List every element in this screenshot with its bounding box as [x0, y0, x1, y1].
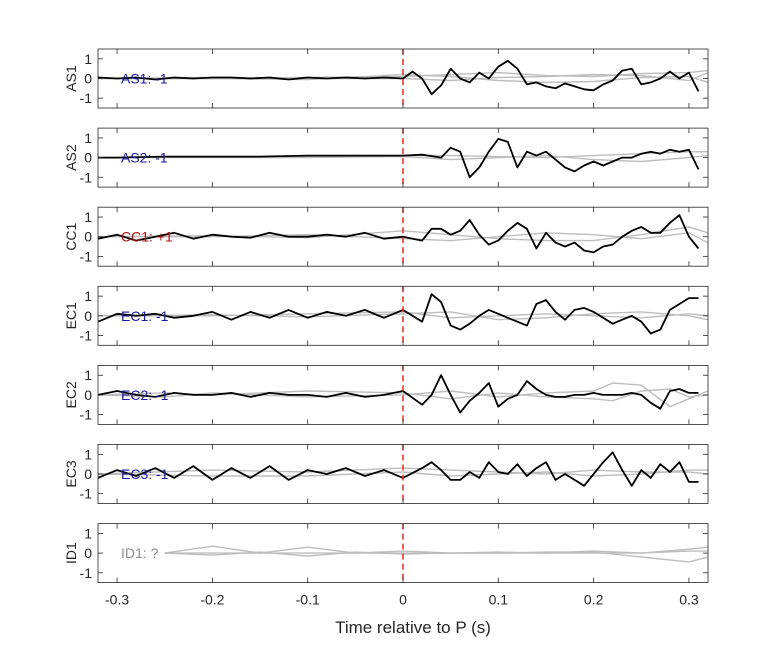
panel-ylabel: CC1	[63, 222, 79, 250]
y-tick-label: 0	[84, 545, 92, 561]
y-tick-label: -1	[80, 90, 93, 106]
panel-ec3: -1 0 1 EC3 EC3: -1	[63, 444, 709, 504]
y-tick-label: -1	[80, 565, 93, 581]
y-tick-label: 1	[84, 525, 92, 541]
background-trace-2	[98, 469, 708, 477]
panel-ec2: -1 0 1 EC2 EC2: -1	[63, 364, 709, 425]
y-tick-label: 0	[84, 150, 92, 166]
x-tick-label: -0.2	[200, 592, 224, 608]
panels-group: -1 0 1 AS1 AS1: -1 -1 0 1 AS2 AS2: -1 -1 0 1 CC1 CC1: …	[63, 48, 709, 583]
y-tick-label: 1	[84, 130, 92, 146]
panel-as2: -1 0 1 AS2 AS2: -1	[63, 127, 709, 188]
waveform-trace	[98, 59, 700, 96]
background-trace-2	[98, 388, 708, 402]
waveform-trace	[98, 374, 699, 414]
x-tick-label: 0.1	[489, 592, 509, 608]
polarity-label: AS2: -1	[121, 150, 168, 166]
y-tick-label: 0	[84, 387, 92, 403]
x-tick-label: 0.2	[584, 592, 604, 608]
y-tick-label: 0	[84, 71, 92, 87]
background-trace-2	[98, 154, 708, 163]
y-tick-label: 1	[84, 209, 92, 225]
y-tick-label: 1	[84, 288, 92, 304]
panel-ylabel: AS1	[63, 65, 79, 92]
panel-ylabel: EC3	[63, 460, 79, 487]
y-tick-label: -1	[80, 407, 93, 423]
y-tick-label: 1	[84, 51, 92, 67]
waveform-trace	[98, 214, 700, 254]
y-tick-label: -1	[80, 169, 93, 185]
x-tick-label: 0.3	[679, 592, 699, 608]
panel-cc1: -1 0 1 CC1 CC1: +1	[63, 206, 709, 267]
x-axis-label: Time relative to P (s)	[335, 618, 491, 637]
waveform-trace	[98, 451, 699, 487]
background-trace-3	[164, 546, 708, 554]
waveform-trace	[98, 293, 699, 335]
x-axis: -0.3 -0.2 -0.1 0 0.1 0.2 0.3	[105, 592, 699, 608]
x-tick-label: 0	[399, 592, 407, 608]
y-tick-label: -1	[80, 327, 93, 343]
y-tick-label: 0	[84, 466, 92, 482]
polarity-label: AS1: -1	[121, 71, 168, 87]
y-tick-label: 1	[84, 367, 92, 383]
panel-as1: -1 0 1 AS1 AS1: -1	[63, 48, 709, 109]
panel-ylabel: EC2	[63, 381, 79, 408]
background-trace-1	[164, 545, 708, 554]
background-trace-1	[98, 232, 708, 244]
panel-ec1: -1 0 1 EC1 EC1: -1	[63, 285, 709, 346]
y-tick-label: -1	[80, 486, 93, 502]
y-tick-label: 0	[84, 308, 92, 324]
panel-ylabel: ID1	[63, 542, 79, 564]
y-tick-label: 1	[84, 446, 92, 462]
panel-ylabel: EC1	[63, 302, 79, 329]
polarity-label: CC1: +1	[121, 229, 173, 245]
polarity-label: EC3: -1	[121, 466, 169, 482]
polarity-label: EC2: -1	[121, 387, 169, 403]
y-tick-label: 0	[84, 229, 92, 245]
panel-ylabel: AS2	[63, 144, 79, 171]
polarity-label: ID1: ?	[121, 545, 159, 561]
polarity-label: EC1: -1	[121, 308, 169, 324]
panel-id1: -1 0 1 ID1 ID1: ?	[63, 523, 709, 583]
waveform-trace	[98, 137, 700, 179]
x-tick-label: -0.3	[105, 592, 129, 608]
y-tick-label: -1	[80, 248, 93, 264]
x-tick-label: -0.1	[296, 592, 320, 608]
